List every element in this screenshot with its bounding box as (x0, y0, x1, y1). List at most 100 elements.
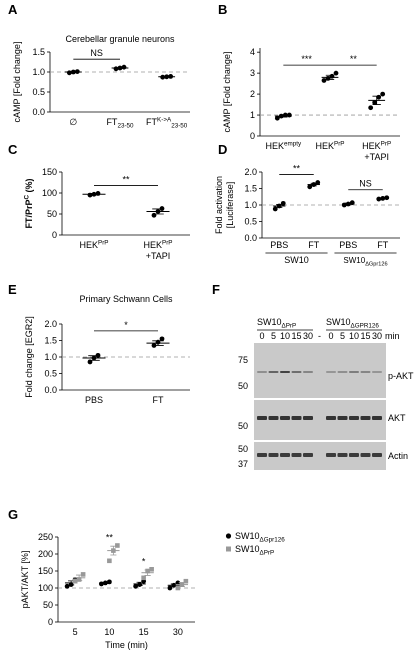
mw-marker: 50 (238, 444, 248, 454)
text-part: PrP (381, 140, 392, 147)
blot-band (326, 453, 336, 457)
x-tick-label: HEKPrP (315, 140, 344, 151)
blot-band (303, 416, 313, 420)
y-tick-label: 0.0 (244, 233, 257, 243)
band-label: p-AKT (388, 371, 414, 381)
data-point (315, 180, 321, 185)
x-tick-label: 15 (139, 627, 149, 637)
group-label: SW10ΔPrP (257, 317, 296, 330)
error-bar (162, 76, 171, 78)
text-part: ΔPrP (282, 323, 297, 330)
group-label: SW10ΔGpr126 (343, 256, 387, 267)
y-axis-label: cAMP [Fold change] (222, 52, 232, 133)
x-tick-label: FTK->A23-50 (146, 116, 188, 129)
y-tick-label: 0.0 (44, 385, 57, 395)
data-point (333, 70, 339, 76)
text-part: FT (106, 117, 117, 127)
text-part: +TAPI (146, 251, 171, 261)
y-tick-label: 1.5 (32, 47, 45, 57)
x-tick-label: FT (153, 395, 164, 405)
error-bar (372, 95, 381, 105)
significance: ** (293, 164, 301, 174)
data-point (175, 585, 181, 591)
blot-band (268, 416, 279, 420)
y-tick-label: 1.0 (244, 200, 257, 210)
y-tick-label: 150 (38, 566, 53, 576)
y-tick-label: 3 (250, 68, 255, 78)
significance: ** (122, 174, 130, 184)
text-part: Fold activation (214, 176, 224, 234)
text-part: PrP (98, 239, 109, 246)
error-bar (325, 74, 335, 80)
y-tick-label: 1.5 (44, 336, 57, 346)
significance: *** (301, 54, 312, 64)
y-tick-label: 250 (38, 532, 53, 542)
text-part: HEK (315, 141, 334, 151)
data-point (286, 112, 292, 118)
text-part: FT/PrP (24, 200, 34, 229)
significance: * (124, 320, 128, 330)
text-part: C (23, 195, 30, 200)
error-bar (345, 202, 352, 206)
lane-label: 30 (303, 331, 313, 341)
data-point (368, 105, 374, 111)
y-axis-label: Fold activation[Luciferase] (214, 176, 235, 234)
y-tick-label: 0 (52, 230, 57, 240)
text-part: 23-50 (171, 123, 188, 130)
y-tick-label: 0 (250, 131, 255, 141)
significance: ** (106, 533, 114, 543)
blot-band (360, 416, 371, 420)
y-axis-label: Fold change [EGR2] (24, 316, 34, 398)
x-axis-label: Time (min) (105, 640, 148, 650)
data-point (307, 184, 313, 190)
significance: NS (359, 179, 372, 189)
mw-marker: 50 (238, 421, 248, 431)
x-tick-label: PBS (270, 240, 288, 250)
error-bar (102, 581, 109, 584)
text-part: SW10 (326, 317, 351, 327)
x-tick-label: HEKPrP (79, 239, 108, 250)
blot-band (268, 453, 279, 457)
error-bar (110, 545, 117, 556)
blot-band (372, 416, 382, 420)
blot-panel (254, 343, 386, 398)
blot-band (337, 371, 348, 373)
panel-letter: A (8, 2, 18, 17)
text-part: HEK (265, 141, 284, 151)
x-tick-label: HEKPrP +TAPI (362, 140, 391, 161)
band-label: AKT (388, 413, 406, 423)
y-tick-label: 1.5 (244, 184, 257, 194)
data-point (321, 78, 327, 83)
text-part: ΔGPR126 (351, 323, 380, 330)
error-bar (144, 569, 151, 576)
text-part: ΔGpr126 (365, 261, 387, 267)
blot-band (280, 453, 290, 457)
text-part: K->A (157, 116, 172, 123)
lane-label: 10 (280, 331, 290, 341)
data-point (151, 212, 157, 218)
group-label: SW10ΔGPR126 (326, 317, 379, 330)
significance: * (142, 556, 146, 566)
blot-band (291, 416, 302, 420)
y-tick-label: 0.5 (244, 217, 257, 227)
band-label: Actin (388, 451, 408, 461)
blot-band (291, 453, 302, 457)
blot-band (326, 416, 336, 420)
text-part: SW10 (235, 544, 260, 554)
error-bar (76, 574, 83, 581)
error-bar (136, 581, 143, 587)
data-point (380, 91, 386, 97)
error-bar (88, 193, 100, 196)
text-part: SW10 (235, 531, 260, 541)
data-point (87, 359, 93, 365)
text-part: SW10 (257, 317, 282, 327)
x-tick-label: HEKPrP +TAPI (143, 239, 172, 260)
y-tick-label: 100 (42, 188, 57, 198)
text-part: HEK (362, 141, 381, 151)
text-part: FT (146, 117, 157, 127)
blot-band (360, 453, 371, 457)
lane-label: 15 (360, 331, 370, 341)
legend-marker (225, 533, 232, 539)
lane-label: 5 (271, 331, 276, 341)
error-bar (379, 197, 386, 200)
